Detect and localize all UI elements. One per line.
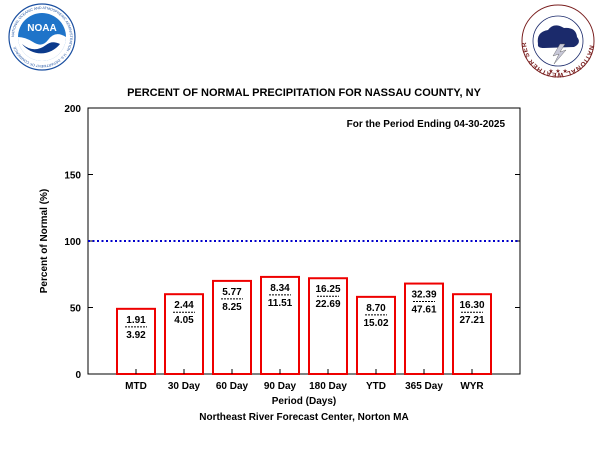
bar-observed-label: 1.91: [126, 315, 146, 326]
noaa-wordmark: NOAA: [27, 23, 56, 34]
svg-text:NATIONAL WEATHER SERVICE: NATIONAL WEATHER SERVICE: [0, 0, 595, 78]
chart-title: PERCENT OF NORMAL PRECIPITATION FOR NASS…: [127, 87, 482, 99]
bar-observed-label: 8.34: [270, 283, 290, 294]
bar-normal-label: 11.51: [268, 298, 293, 309]
bar-observed-label: 32.39: [411, 290, 436, 301]
x-tick-label: 180 Day: [309, 381, 347, 392]
x-tick-label: 365 Day: [405, 381, 443, 392]
svg-text:★ ★ ★: ★ ★ ★: [548, 68, 567, 75]
bar-observed-label: 2.44: [174, 300, 194, 311]
x-tick-label: 90 Day: [264, 381, 297, 392]
bar-normal-label: 22.69: [315, 299, 340, 310]
x-tick-label: 60 Day: [216, 381, 249, 392]
y-tick-label: 50: [70, 304, 82, 315]
x-axis-label: Period (Days): [272, 396, 336, 407]
bar-normal-label: 15.02: [363, 318, 388, 329]
bar-normal-label: 3.92: [126, 330, 146, 341]
x-axis-ticks: MTD 30 Day 60 Day 90 Day 180 Day YTD 365 Day WY…: [125, 369, 484, 392]
nws-ring-text: NATIONAL WEATHER SERVICE: [0, 0, 594, 78]
bar-observed-label: 16.30: [459, 300, 484, 311]
x-tick-label: MTD: [125, 381, 147, 392]
bars-group: 1.91 3.92 2.44 4.05 5.77 8.25 8.34 11.51 16.25 22…: [116, 275, 492, 376]
period-ending-annotation: For the Period Ending 04-30-2025: [347, 119, 506, 130]
bar-normal-label: 27.21: [459, 315, 484, 326]
bar-normal-label: 8.25: [222, 302, 242, 313]
bar-normal-label: 4.05: [174, 315, 194, 326]
noaa-logo: NATIONAL OCEANIC AND ATMOSPHERIC ADMINIS…: [8, 3, 76, 71]
x-tick-label: 30 Day: [168, 381, 201, 392]
chart-footer: Northeast River Forecast Center, Norton …: [199, 412, 409, 423]
bar-normal-label: 47.61: [411, 305, 436, 316]
y-tick-label: 200: [64, 104, 81, 115]
bar-observed-label: 5.77: [222, 287, 242, 298]
y-tick-label: 150: [64, 171, 81, 182]
y-tick-label: 100: [64, 237, 81, 248]
x-tick-label: YTD: [366, 381, 386, 392]
y-tick-label: 0: [75, 370, 81, 381]
nws-logo: NATIONAL WEATHER SERVICE ★ ★ ★: [0, 0, 595, 78]
y-axis-ticks: 0 50 100 150 200: [64, 104, 520, 381]
bar-observed-label: 8.70: [366, 303, 386, 314]
x-tick-label: WYR: [460, 381, 484, 392]
bar-observed-label: 16.25: [315, 284, 340, 295]
y-axis-label: Percent of Normal (%): [39, 189, 50, 293]
